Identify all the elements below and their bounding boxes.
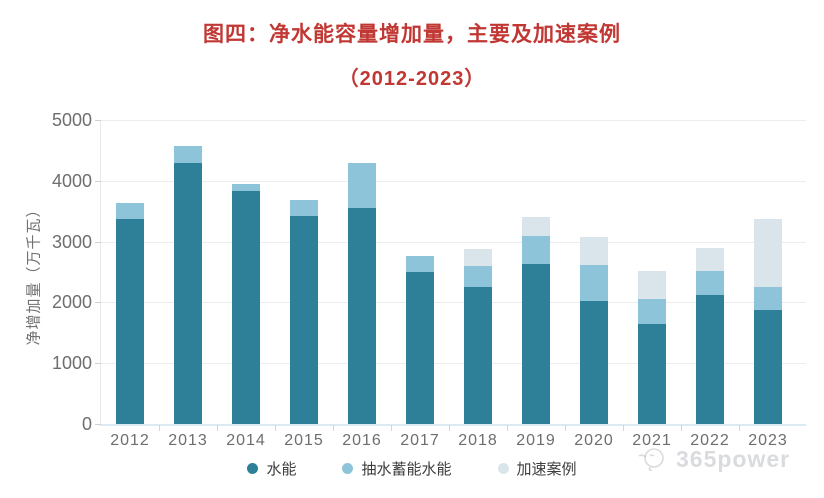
gridline-y-4000 [100, 180, 806, 182]
y-tick-label: 1000 [51, 353, 92, 374]
bar-segment-2016-抽水蓄能水能 [348, 162, 376, 208]
bar-segment-2022-抽水蓄能水能 [696, 270, 724, 295]
bar-segment-2014-水能 [232, 191, 260, 424]
chart-subtitle: （2012-2023） [338, 68, 486, 90]
chart-header: 图四：净水能容量增加量，主要及加速案例 （2012-2023） [0, 0, 824, 91]
x-tick-mark [333, 425, 334, 431]
bar-segment-2012-水能 [116, 219, 144, 424]
y-axis-line [100, 120, 101, 425]
bar-segment-2021-抽水蓄能水能 [638, 298, 666, 324]
bar-segment-2021-水能 [638, 323, 666, 424]
legend-label: 水能 [266, 461, 297, 478]
x-tick-label-2013: 2013 [168, 432, 208, 449]
y-tick-mark [95, 363, 101, 365]
bar-segment-2018-水能 [464, 287, 492, 424]
legend-label: 加速案例 [516, 461, 577, 478]
y-tick-mark [95, 302, 101, 304]
legend: 水能 抽水蓄能水能 加速案例 [0, 458, 824, 479]
bar-segment-2019-抽水蓄能水能 [522, 235, 550, 264]
legend-dot-icon [247, 463, 259, 474]
x-tick-mark [449, 425, 450, 431]
bar-segment-2022-水能 [696, 294, 724, 424]
bar-segment-2020-抽水蓄能水能 [580, 264, 608, 301]
x-tick-label-2020: 2020 [574, 432, 614, 449]
y-tick-label: 3000 [51, 231, 92, 252]
y-tick-mark [95, 241, 101, 243]
y-tick-mark [95, 120, 101, 121]
bar-segment-2015-抽水蓄能水能 [290, 200, 318, 217]
bar-segment-2021-加速案例 [638, 270, 666, 299]
bar-segment-2014-抽水蓄能水能 [232, 183, 260, 192]
gridline-y-3000 [100, 241, 806, 243]
bar-segment-2019-水能 [522, 263, 550, 424]
y-tick-mark [95, 424, 101, 425]
bar-segment-2023-加速案例 [754, 218, 782, 288]
x-tick-label-2017: 2017 [400, 432, 440, 449]
x-tick-mark [507, 425, 508, 431]
legend-label: 抽水蓄能水能 [361, 461, 452, 478]
bar-segment-2018-抽水蓄能水能 [464, 265, 492, 288]
x-tick-mark [159, 425, 160, 431]
bar-segment-2017-抽水蓄能水能 [406, 255, 434, 272]
x-tick-mark [391, 425, 392, 431]
bar-segment-2023-抽水蓄能水能 [754, 287, 782, 311]
bar-segment-2013-水能 [174, 162, 202, 424]
x-tick-mark [275, 425, 276, 431]
bar-segment-2015-水能 [290, 216, 318, 424]
bar-segment-2018-加速案例 [464, 248, 492, 266]
legend-item-水能: 水能 [247, 458, 296, 479]
legend-item-抽水蓄能水能: 抽水蓄能水能 [342, 458, 452, 479]
y-axis-title: 净增加量（万千瓦） [25, 201, 43, 346]
gridline-y-5000 [100, 120, 806, 121]
chart-title: 图四：净水能容量增加量，主要及加速案例 [203, 23, 621, 46]
x-tick-mark [681, 425, 682, 431]
x-tick-label-2021: 2021 [632, 432, 672, 449]
y-tick-mark [95, 180, 101, 182]
legend-item-加速案例: 加速案例 [497, 458, 577, 479]
bar-segment-2022-加速案例 [696, 248, 724, 271]
legend-dot-icon [497, 463, 509, 474]
x-tick-label-2012: 2012 [110, 432, 150, 449]
bar-segment-2013-抽水蓄能水能 [174, 145, 202, 163]
x-tick-label-2022: 2022 [690, 432, 730, 449]
bar-segment-2020-水能 [580, 300, 608, 424]
x-tick-label-2018: 2018 [458, 432, 498, 449]
bar-segment-2020-加速案例 [580, 236, 608, 265]
x-tick-mark [565, 425, 566, 431]
y-tick-label: 2000 [51, 292, 92, 313]
x-tick-mark [623, 425, 624, 431]
x-tick-label-2019: 2019 [516, 432, 556, 449]
x-tick-label-2023: 2023 [748, 432, 788, 449]
gridline-y-2000 [100, 302, 806, 304]
x-tick-label-2015: 2015 [284, 432, 324, 449]
y-tick-label: 5000 [51, 110, 92, 130]
legend-dot-icon [342, 463, 354, 474]
x-tick-mark [739, 425, 740, 431]
gridline-y-1000 [100, 363, 806, 365]
y-tick-label: 4000 [51, 170, 92, 191]
x-tick-mark [217, 425, 218, 431]
bar-segment-2017-水能 [406, 272, 434, 424]
plot-area [100, 120, 806, 426]
bar-segment-2016-水能 [348, 207, 376, 424]
x-tick-label-2014: 2014 [226, 432, 266, 449]
bar-segment-2023-水能 [754, 310, 782, 424]
x-tick-label-2016: 2016 [342, 432, 382, 449]
bar-segment-2012-抽水蓄能水能 [116, 203, 144, 220]
y-tick-label: 0 [81, 414, 92, 434]
bar-segment-2019-加速案例 [522, 216, 550, 236]
